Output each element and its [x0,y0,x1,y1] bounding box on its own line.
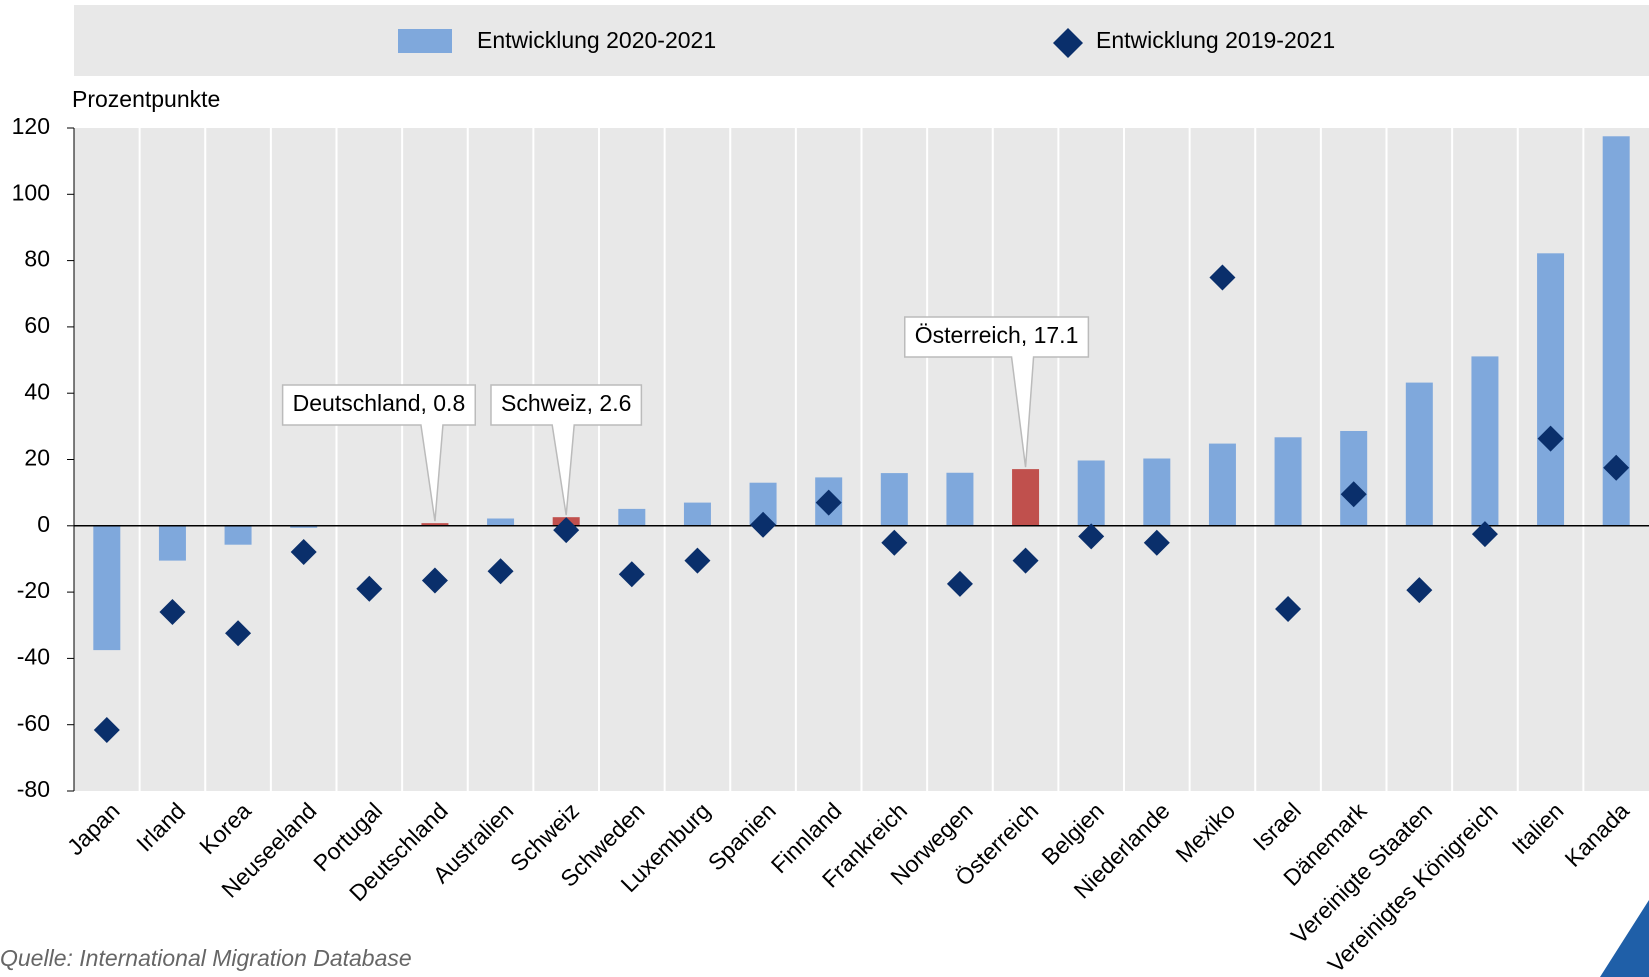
legend-label: Entwicklung 2019-2021 [1096,27,1335,53]
y-tick-label: -80 [17,776,50,802]
x-tick-label: Italien [1507,797,1569,859]
bar [487,518,515,526]
x-tick-label: Kanada [1560,797,1635,872]
diamond [421,567,448,594]
x-tick-label: Israel [1248,797,1306,855]
y-tick-label: 120 [12,113,50,139]
bar [1208,443,1236,526]
annotation: Deutschland, 0.8 [293,390,466,416]
diamond [356,575,383,602]
y-tick-label: 60 [24,312,50,338]
legend-swatch [398,29,452,53]
diamond [290,538,317,565]
legend-swatch [1053,28,1083,58]
bar [1012,469,1040,526]
bar [1405,382,1433,526]
diamond [881,529,908,556]
diamond [159,598,186,625]
bar [224,525,252,545]
diamond [93,717,120,744]
diamond [1209,264,1236,291]
bar [1537,253,1565,526]
bar [946,472,974,526]
y-tick-label: 20 [24,445,50,471]
x-tick-label: Japan [62,797,125,860]
bar [421,523,449,526]
diamond [1537,425,1564,452]
diamond [487,558,514,585]
diamond [553,517,580,544]
diamond [225,620,252,647]
y-tick-label: 100 [12,179,50,205]
y-tick-label: -40 [17,643,50,669]
y-tick-label: 0 [37,511,50,537]
bar [158,525,186,561]
bar [1274,437,1302,526]
bar [683,502,711,526]
diamond [1603,454,1630,481]
annotation-box [281,384,476,522]
corner-decoration [1600,900,1649,977]
y-tick-label: 40 [24,378,50,404]
diamond [815,489,842,516]
annotation: Österreich, 17.1 [915,322,1079,348]
x-tick-label: Korea [194,797,256,859]
diamond [618,561,645,588]
diamond [1471,521,1498,548]
diamond [684,547,711,574]
diamond [1275,596,1302,623]
bar [618,508,646,526]
bar [880,473,908,526]
legend-label: Entwicklung 2020-2021 [477,27,716,53]
diamond [946,570,973,597]
source: Quelle: International Migration Database [0,945,412,971]
annotation-box [903,316,1090,468]
bar [290,525,318,528]
diamond [1340,481,1367,508]
diamond [1012,547,1039,574]
annotation-box [490,384,643,516]
x-tick-label: Irland [131,797,190,856]
y-tick-label: 80 [24,246,50,272]
diamond [750,511,777,538]
x-tick-label: Mexiko [1170,797,1240,867]
diamond [1143,529,1170,556]
y-axis-title: Prozentpunkte [72,86,220,112]
bar [93,525,121,651]
bar [1143,458,1171,526]
diamond [1406,577,1433,604]
diamond [1078,523,1105,550]
legend-box [74,5,1649,76]
annotation: Schweiz, 2.6 [501,390,631,416]
bar [1471,356,1499,526]
bar [1340,430,1368,526]
y-tick-label: -20 [17,577,50,603]
y-tick-label: -60 [17,710,50,736]
bar [1077,460,1105,526]
